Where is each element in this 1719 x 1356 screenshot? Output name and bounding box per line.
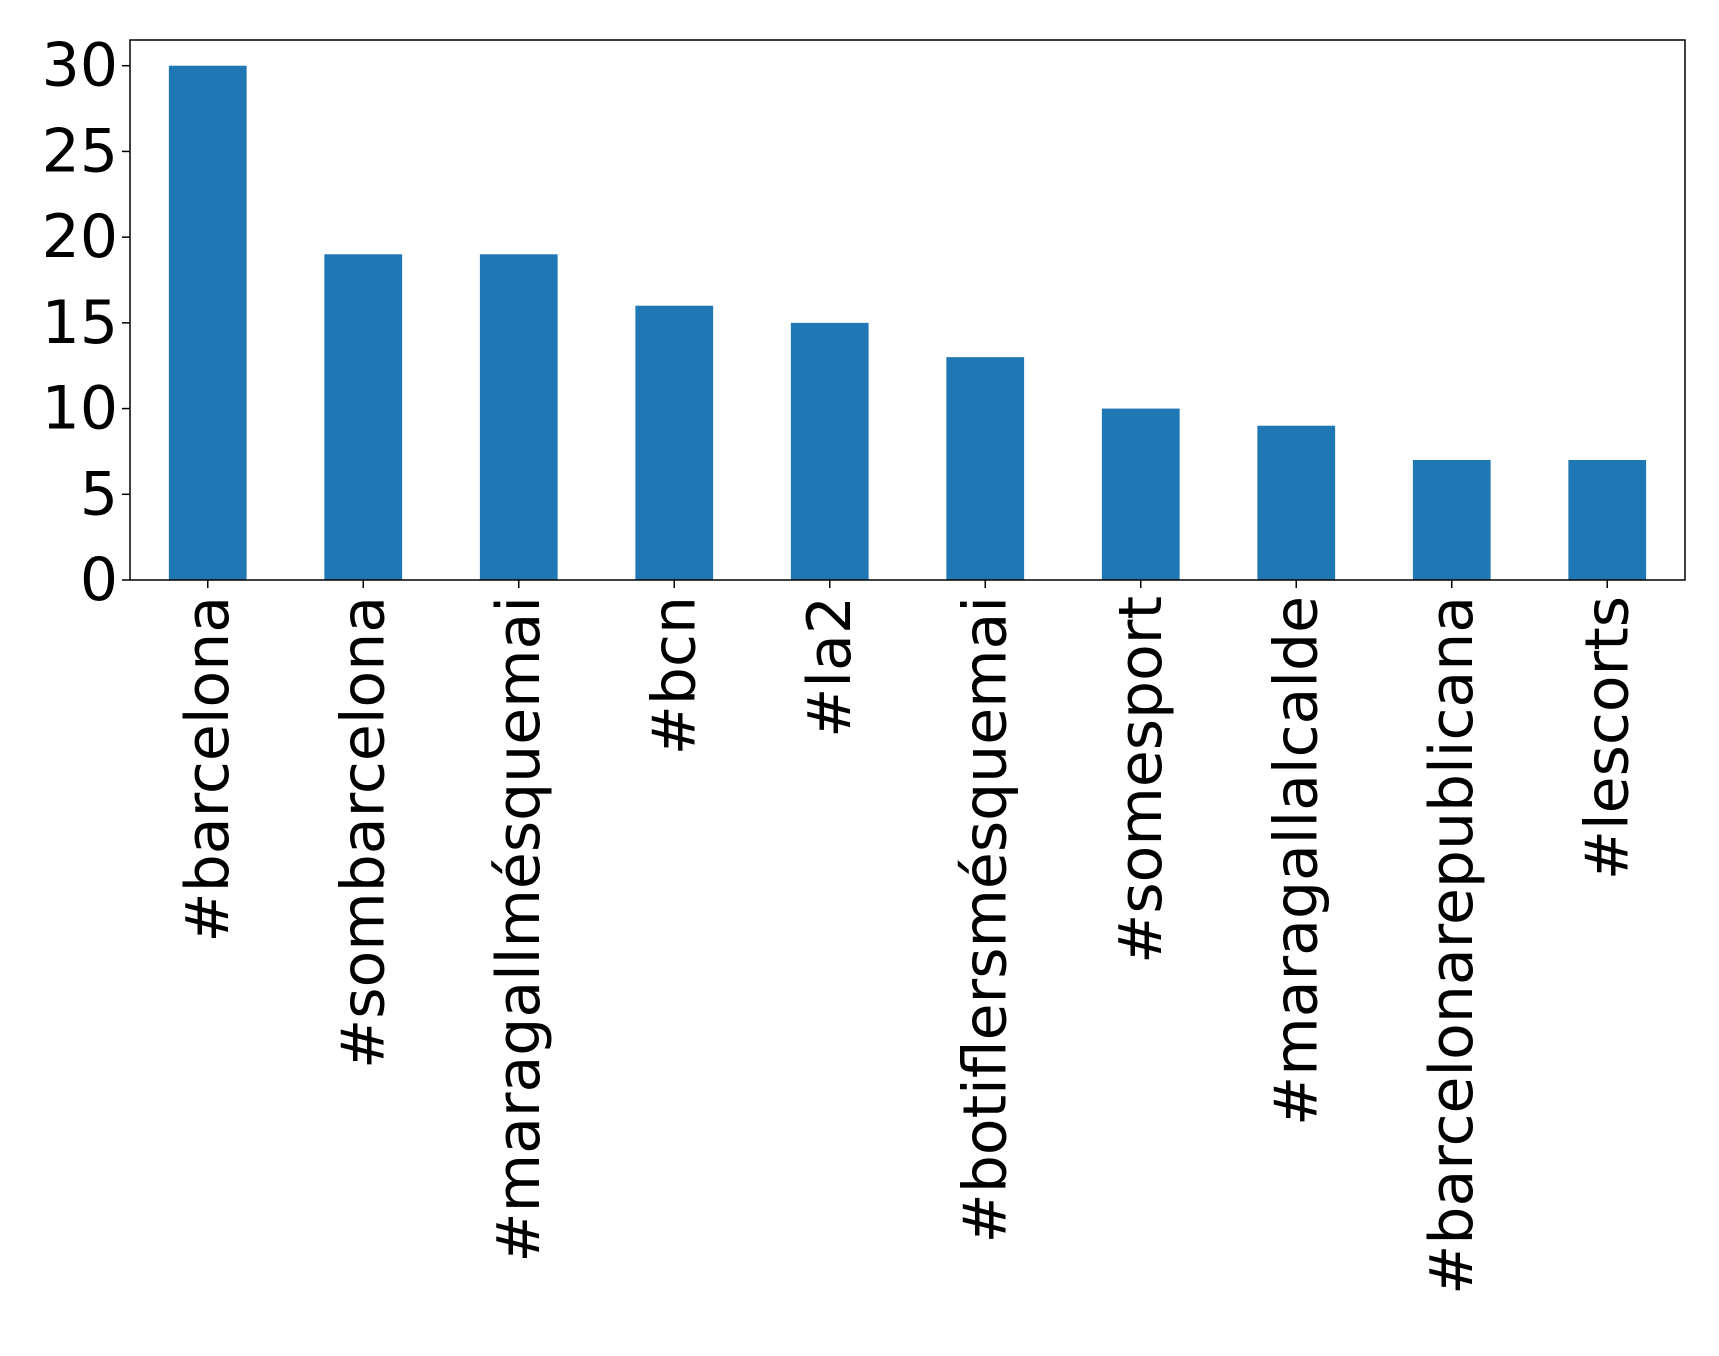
x-tick-label: #sombarcelona <box>328 596 398 1069</box>
y-tick-label: 0 <box>80 545 118 615</box>
bar-botiflersmésquemai <box>946 357 1025 580</box>
bar-maragallmésquemai <box>479 254 558 581</box>
bar-maragallalcalde <box>1257 425 1336 580</box>
x-tick-label: #maragallmésquemai <box>484 596 554 1263</box>
y-tick-label: 25 <box>42 116 118 186</box>
x-tick-label: #barcelonarepublicana <box>1417 596 1487 1295</box>
x-tick-label: #barcelona <box>173 596 243 943</box>
bar-barcelonarepublicana <box>1412 460 1491 580</box>
x-tick-label: #maragallalcalde <box>1261 596 1331 1126</box>
y-tick-label: 5 <box>80 459 118 529</box>
bar-sombarcelona <box>324 254 403 581</box>
bar-somesport <box>1101 408 1180 580</box>
y-tick-label: 20 <box>42 202 118 272</box>
x-tick-label: #la2 <box>795 596 865 738</box>
bars-group <box>168 65 1647 581</box>
y-tick-label: 10 <box>42 374 118 444</box>
x-tick-label: #somesport <box>1106 596 1176 964</box>
y-tick-label: 30 <box>42 31 118 101</box>
plot-frame <box>129 39 1686 581</box>
y-tick-label: 15 <box>42 288 118 358</box>
bar-lescorts <box>1568 460 1647 580</box>
bar-la2 <box>790 322 869 580</box>
bar-barcelona <box>168 65 247 580</box>
x-tick-label: #bcn <box>639 596 709 755</box>
bar-bcn <box>635 305 714 580</box>
x-tick-label: #lescorts <box>1572 596 1642 880</box>
x-tick-label: #botiflersmésquemai <box>950 596 1020 1243</box>
x-axis-ticks: #barcelona #sombarcelona #maragallmésquema… <box>173 580 1642 1295</box>
y-axis-ticks: 0 5 10 15 20 25 30 <box>42 31 130 615</box>
